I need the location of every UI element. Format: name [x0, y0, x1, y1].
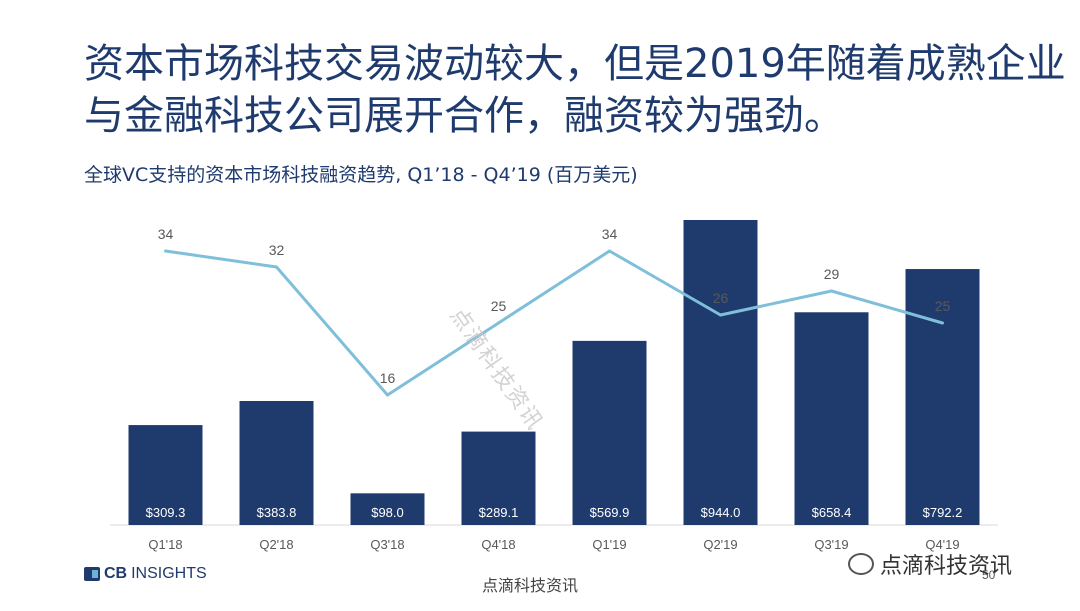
line-value-label: 16: [380, 370, 396, 386]
bar-value-label: $569.9: [590, 505, 630, 520]
line-value-label: 25: [935, 298, 951, 314]
page-title: 资本市场科技交易波动较大，但是2019年随着成熟企业与金融科技公司展开合作，融资…: [84, 41, 1066, 139]
x-tick-label: Q4'19: [925, 537, 959, 552]
footer-source: 点滴科技资讯: [482, 576, 579, 595]
x-tick-label: Q1'19: [592, 537, 626, 552]
chart-subtitle: 全球VC支持的资本市场科技融资趋势, Q1’18 - Q4’19 (百万美元): [84, 164, 638, 186]
line-value-label: 32: [269, 242, 285, 258]
line-point: [830, 289, 833, 293]
bar: [683, 220, 758, 525]
line-point: [275, 265, 278, 269]
line-point: [386, 393, 389, 397]
bar-value-label: $289.1: [479, 505, 519, 520]
x-tick-label: Q2'19: [703, 537, 737, 552]
line-value-label: 29: [824, 266, 840, 282]
x-tick-label: Q4'18: [481, 537, 515, 552]
bar: [461, 431, 536, 525]
bar-value-label: $98.0: [371, 505, 404, 520]
logo-text-cb: CB: [104, 565, 128, 582]
line-point: [497, 321, 500, 325]
cbinsights-logo-icon: [84, 567, 100, 581]
line-point: [164, 249, 167, 253]
line-point: [608, 249, 611, 253]
line-value-label: 34: [602, 226, 618, 242]
line-value-label: 25: [491, 298, 507, 314]
bar: [239, 400, 314, 525]
bar: [905, 269, 980, 525]
bar-value-label: $944.0: [701, 505, 741, 520]
bar: [572, 340, 647, 525]
wechat-account-name: 点滴科技资讯: [880, 554, 1013, 579]
x-tick-label: Q2'18: [259, 537, 293, 552]
bar-value-label: $309.3: [146, 505, 186, 520]
line-value-label: 26: [713, 290, 729, 306]
x-tick-label: Q3'18: [370, 537, 404, 552]
line-value-label: 34: [158, 226, 174, 242]
wechat-icon: [848, 553, 874, 575]
bar: [128, 425, 203, 525]
wechat-account-tag: 点滴科技资讯: [848, 548, 1012, 580]
line-point: [719, 313, 722, 317]
page-number: 50: [982, 568, 996, 582]
x-tick-label: Q1'18: [148, 537, 182, 552]
bar-value-label: $792.2: [923, 505, 963, 520]
x-tick-label: Q3'19: [814, 537, 848, 552]
line-series: [165, 249, 943, 397]
cbinsights-logo: CB INSIGHTS: [84, 565, 207, 583]
bar-value-label: $658.4: [812, 505, 852, 520]
bar: [350, 493, 425, 525]
line-point: [941, 321, 944, 325]
bar: [794, 312, 869, 525]
bar-value-label: $383.8: [257, 505, 297, 520]
logo-text-insights: INSIGHTS: [131, 565, 207, 582]
